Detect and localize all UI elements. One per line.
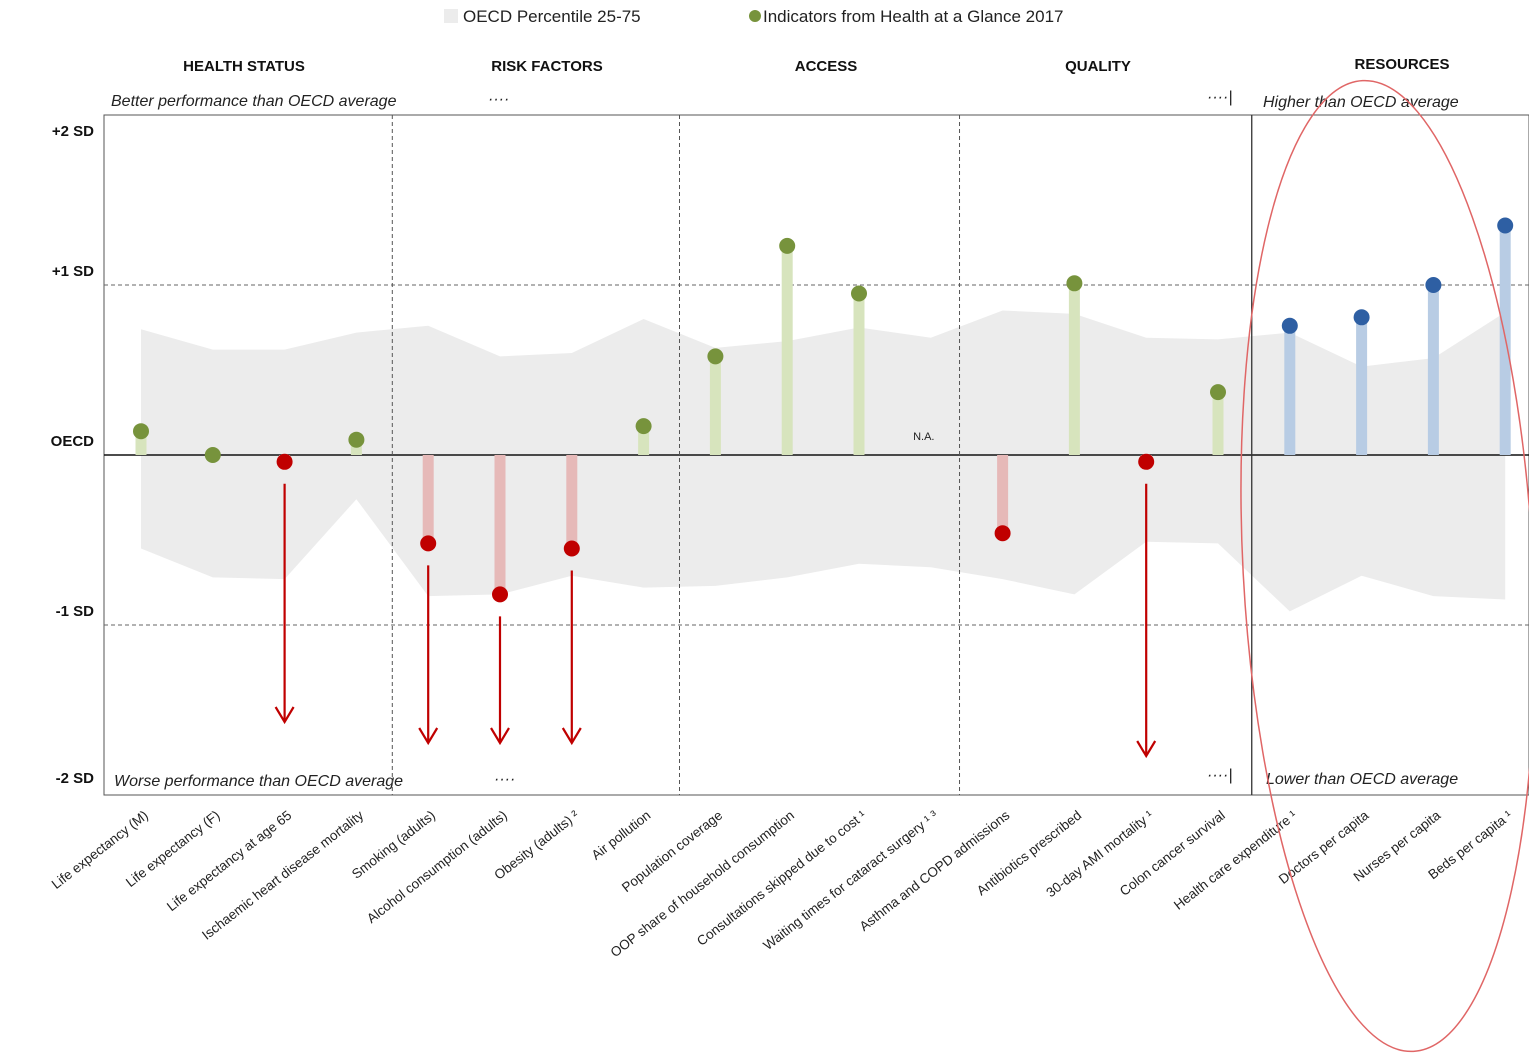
indicator-stem xyxy=(135,431,147,455)
note-higher-than-average: Higher than OECD average xyxy=(1263,94,1459,111)
indicator-dot xyxy=(994,525,1011,542)
arrow-layer xyxy=(274,483,1157,759)
note-dots-top-right: ····| xyxy=(1207,89,1232,106)
na-label: N.A. xyxy=(913,431,934,443)
x-tick-label: Alcohol consumption (adults) xyxy=(364,808,510,927)
worse-arrow-head xyxy=(1136,740,1157,759)
category-heading-health-status: HEALTH STATUS xyxy=(183,58,305,75)
category-heading-risk-factors: RISK FACTORS xyxy=(491,58,602,75)
note-lower-than-average: Lower than OECD average xyxy=(1266,771,1458,788)
note-dots-top-left: ···· xyxy=(488,91,509,108)
indicator-dot xyxy=(204,447,221,463)
x-tick-label: Asthma and COPD admissions xyxy=(857,807,1013,934)
indicator-dot xyxy=(779,237,796,254)
resources-highlight-ellipse xyxy=(1240,79,1529,1053)
x-tick-label: Health care expenditure ¹ xyxy=(1171,807,1300,912)
indicator-dot xyxy=(563,540,580,557)
indicator-dot xyxy=(1138,453,1155,470)
indicator-dot xyxy=(851,285,867,302)
y-tick-minus-1-sd: -1 SD xyxy=(56,603,95,620)
indicator-dot xyxy=(707,348,724,365)
indicator-stem xyxy=(1068,283,1080,455)
indicator-dot xyxy=(1497,217,1514,234)
x-tick-label: Air pollution xyxy=(589,808,654,863)
category-headings: HEALTH STATUS RISK FACTORS ACCESS QUALIT… xyxy=(183,56,1449,75)
worse-arrow-head xyxy=(561,727,582,746)
y-tick-plus-2-sd: +2 SD xyxy=(52,123,94,140)
indicator-dot xyxy=(492,586,508,603)
indicator-dot xyxy=(1425,277,1442,293)
indicator-stem xyxy=(1212,392,1224,455)
indicator-stem xyxy=(566,455,578,549)
category-heading-quality: QUALITY xyxy=(1065,58,1131,75)
indicator-stem xyxy=(1284,325,1296,455)
indicator-dot xyxy=(420,535,437,552)
legend-label-band: OECD Percentile 25-75 xyxy=(463,7,641,26)
indicator-stem xyxy=(638,426,650,455)
indicator-dot xyxy=(1210,384,1226,401)
y-tick-plus-1-sd: +1 SD xyxy=(52,263,94,280)
indicator-stem xyxy=(1356,317,1368,455)
indicator-stem xyxy=(422,455,434,544)
y-tick-oecd: OECD xyxy=(51,433,95,450)
gridline-layer xyxy=(103,114,1529,796)
indicator-dot xyxy=(348,431,365,448)
note-worse-performance: Worse performance than OECD average xyxy=(114,773,403,790)
indicator-dot xyxy=(133,423,149,440)
legend-swatch-indicator xyxy=(749,10,761,22)
indicator-stem xyxy=(1427,285,1439,455)
percentile-band xyxy=(141,310,1506,612)
x-tick-label: Life expectancy at age 65 xyxy=(164,808,294,915)
category-heading-resources: RESOURCES xyxy=(1354,56,1449,73)
worse-arrow-head xyxy=(418,727,439,746)
legend-swatch-band xyxy=(444,9,458,23)
note-better-performance: Better performance than OECD average xyxy=(111,93,397,110)
worse-arrow-head xyxy=(490,727,510,746)
indicator-stem xyxy=(853,293,865,455)
legend: OECD Percentile 25-75 Indicators from He… xyxy=(444,7,1064,26)
dot-layer xyxy=(133,217,1514,603)
indicator-dot xyxy=(1353,309,1370,326)
percentile-band-layer xyxy=(141,310,1506,612)
indicator-stem xyxy=(781,245,793,455)
indicator-dot xyxy=(1066,275,1083,292)
y-tick-minus-2-sd: -2 SD xyxy=(56,770,95,787)
indicator-dot xyxy=(1281,317,1298,334)
legend-label-indicator: Indicators from Health at a Glance 2017 xyxy=(763,7,1064,26)
note-dots-bottom-right: ····| xyxy=(1207,767,1232,784)
note-dots-bottom-left: ···· xyxy=(494,771,515,788)
indicator-stem xyxy=(997,455,1009,534)
indicator-dot xyxy=(635,418,652,435)
indicator-stem xyxy=(709,356,721,455)
worse-arrow-head xyxy=(274,706,295,725)
x-label-layer: Life expectancy (M)Life expectancy (F)Li… xyxy=(49,807,1516,960)
indicator-dot xyxy=(276,453,293,470)
indicator-stem xyxy=(494,455,506,595)
category-heading-access: ACCESS xyxy=(795,58,858,75)
